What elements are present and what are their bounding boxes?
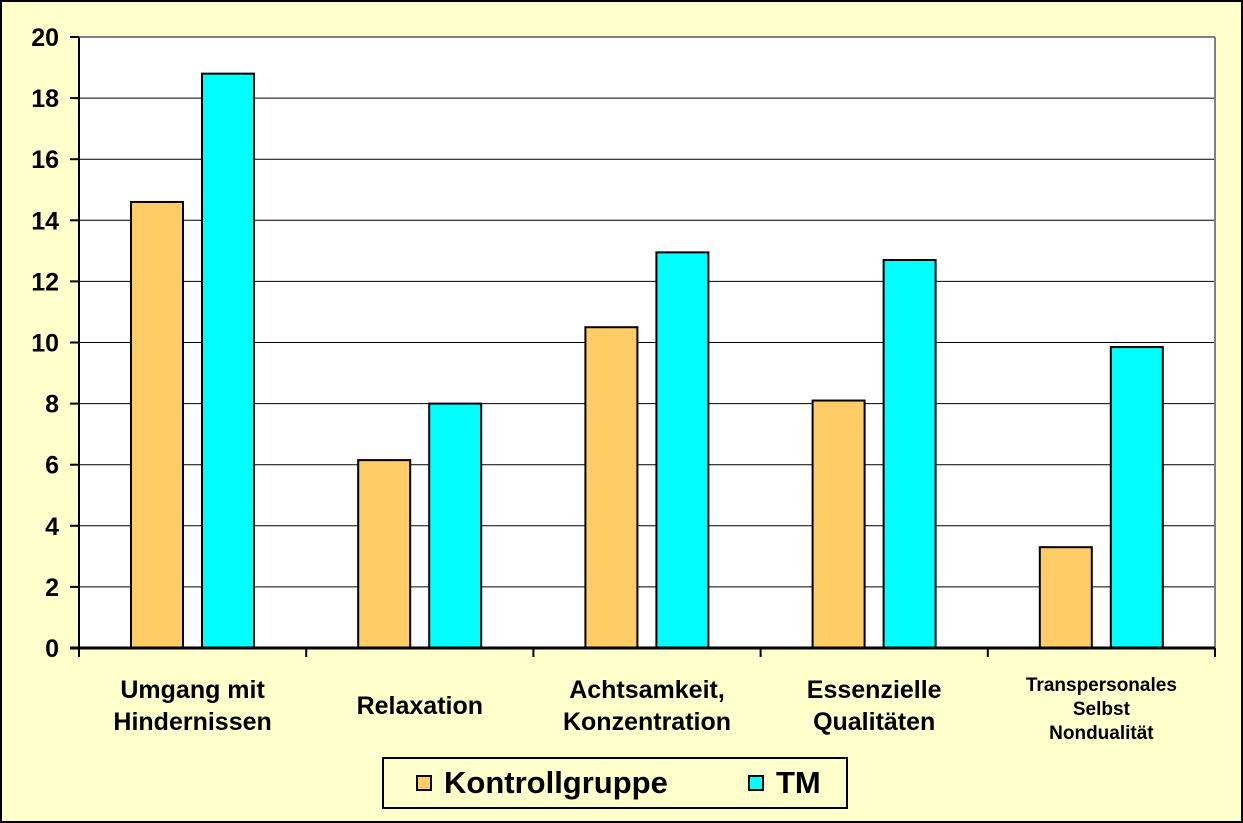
y-tick-label: 20 [31,24,59,52]
x-category-label-line: Konzentration [563,708,731,736]
legend-item-kontrollgruppe: Kontrollgruppe [416,759,668,807]
bar-tm-1 [428,402,483,649]
y-tick-label: 8 [45,391,59,419]
tick-labels: 0 2 4 6 8 10 12 14 16 18 20 Umgang mit Hindernissen R… [31,24,1177,744]
x-category-label-line: Nondualität [1049,723,1154,744]
bar-tm-4 [1109,346,1164,649]
bar-tm-0 [201,72,255,650]
x-category-label-line: Umgang mit [120,676,265,704]
x-category-label-line: Hindernissen [113,708,271,736]
bar-kontrollgruppe-4 [1038,546,1093,649]
legend-label-kontrollgruppe: Kontrollgruppe [444,765,668,800]
legend: Kontrollgruppe TM [382,757,848,809]
x-category-label-line: Selbst [1073,699,1131,720]
y-tick-label: 6 [45,452,59,480]
bar-tm-2 [655,251,710,649]
x-category-label: Relaxation [357,692,483,720]
x-category-label-line: Qualitäten [813,708,935,736]
legend-swatch-kontrollgruppe [416,775,432,791]
y-tick-label: 12 [31,268,59,296]
axes [70,36,1216,657]
x-category-label: Umgang mit Hindernissen [113,676,271,736]
x-category-label-line: Essenzielle [807,676,942,704]
x-category-label: Achtsamkeit, Konzentration [563,676,731,736]
x-category-label: Essenzielle Qualitäten [807,676,942,736]
bar-kontrollgruppe-0 [130,200,184,649]
bar-kontrollgruppe-1 [357,459,412,649]
y-tick-label: 18 [31,85,59,113]
bars [130,72,1164,650]
legend-label-tm: TM [776,765,821,800]
x-category-label-line: Transpersonales [1026,675,1177,696]
bar-kontrollgruppe-3 [811,399,866,650]
y-tick-label: 14 [31,207,59,235]
legend-item-tm: TM [748,759,821,807]
y-tick-label: 10 [31,330,59,358]
x-category-label-line: Achtsamkeit, [569,676,725,704]
y-tick-label: 2 [45,574,59,602]
legend-swatch-tm [748,775,764,791]
x-category-label-line: Relaxation [357,692,483,720]
bar-tm-3 [882,259,937,649]
x-category-label: Transpersonales Selbst Nondualität [1026,675,1177,744]
y-tick-label: 16 [31,146,59,174]
y-tick-label: 0 [45,635,59,663]
y-tick-label: 4 [45,513,59,541]
bar-kontrollgruppe-2 [584,326,639,649]
